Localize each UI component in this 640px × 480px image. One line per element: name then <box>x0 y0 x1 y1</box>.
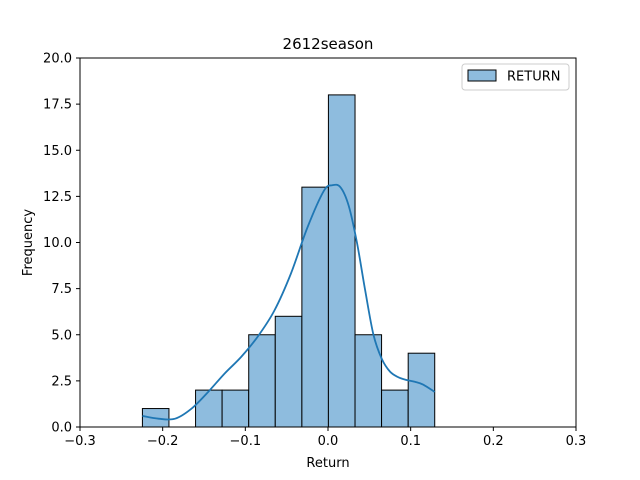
x-tick-label: −0.2 <box>147 434 179 449</box>
histogram-bar <box>221 389 250 428</box>
y-tick-label: 10.0 <box>43 236 72 251</box>
x-tick-label: −0.3 <box>64 434 96 449</box>
y-tick-label: 17.5 <box>43 98 72 113</box>
x-tick-label: 0.3 <box>566 434 587 449</box>
chart-title: 2612season <box>283 35 374 53</box>
histogram-bar <box>301 186 329 428</box>
legend: RETURN <box>461 63 570 91</box>
x-axis-ticks: −0.3 −0.2 −0.1 0.0 0.1 0.2 0.3 <box>64 427 586 449</box>
x-axis-label: Return <box>306 456 349 471</box>
y-tick-label: 7.5 <box>51 282 72 297</box>
x-tick-label: 0.2 <box>483 434 504 449</box>
y-tick-label: 15.0 <box>43 144 72 159</box>
y-tick-label: 2.5 <box>51 374 72 389</box>
x-tick-label: 0.0 <box>318 434 339 449</box>
histogram-bar <box>407 352 436 428</box>
histogram-bar <box>381 389 409 428</box>
y-tick-label: 5.0 <box>51 328 72 343</box>
kde-curve <box>142 183 436 421</box>
y-axis-ticks: 0.0 2.5 5.0 7.5 10.0 12.5 15.0 17.5 20.0 <box>43 52 80 436</box>
histogram-bar <box>274 315 303 428</box>
legend-swatch <box>467 69 497 82</box>
y-tick-label: 12.5 <box>43 190 72 205</box>
bars-group <box>141 94 436 428</box>
x-tick-label: 0.1 <box>400 434 421 449</box>
y-tick-label: 20.0 <box>43 52 72 67</box>
histogram-bar <box>354 334 383 428</box>
y-axis-label: Frequency <box>21 209 36 276</box>
x-tick-label: −0.1 <box>230 434 262 449</box>
histogram-bar <box>327 94 356 428</box>
y-tick-label: 0.0 <box>51 421 72 436</box>
histogram-bar <box>248 334 276 428</box>
histogram-bar <box>195 389 223 428</box>
legend-label: RETURN <box>507 70 560 85</box>
